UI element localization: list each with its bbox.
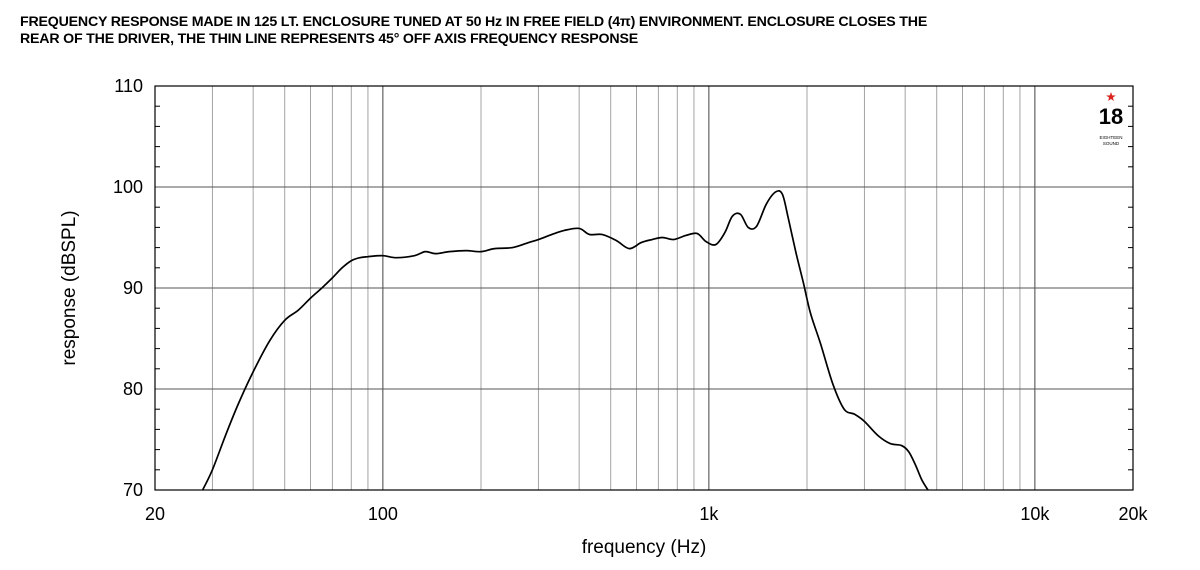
y-tick-label: 100 — [113, 177, 143, 197]
data-point — [252, 371, 254, 373]
data-point — [705, 240, 707, 243]
y-axis-label: response (dBSPL) — [59, 210, 80, 365]
data-point — [269, 339, 271, 342]
data-point — [395, 257, 397, 259]
data-point — [908, 451, 910, 453]
data-point — [747, 226, 749, 228]
x-tick-label: 100 — [368, 504, 398, 524]
data-point — [724, 231, 726, 234]
y-tick-label: 110 — [114, 76, 143, 96]
y-tick-label: 80 — [123, 379, 143, 399]
data-point — [211, 469, 214, 471]
data-point — [615, 239, 617, 242]
data-point — [493, 248, 496, 250]
data-point — [601, 233, 603, 236]
response-curve-1 — [201, 189, 929, 491]
data-point — [640, 241, 642, 244]
data-point — [563, 229, 565, 232]
data-point — [854, 413, 856, 415]
data-point — [889, 442, 891, 445]
data-point — [809, 312, 812, 314]
y-tick-labels: 70 80 90 100 110 — [113, 76, 143, 500]
data-point — [832, 383, 834, 385]
plot-frame — [154, 85, 1134, 491]
data-point — [739, 213, 742, 215]
data-point — [309, 297, 312, 299]
data-point — [731, 215, 733, 217]
data-point — [877, 434, 879, 437]
major-gridlines — [155, 86, 1133, 490]
x-tick-label: 20 — [145, 504, 165, 524]
data-point — [765, 203, 767, 205]
data-point — [350, 260, 352, 262]
data-point — [628, 248, 630, 250]
y-tick-label: 90 — [123, 278, 143, 298]
data-point — [465, 250, 467, 252]
data-point — [202, 489, 204, 491]
data-point — [927, 489, 929, 491]
x-tick-label: 20k — [1118, 504, 1148, 524]
data-point — [802, 282, 805, 284]
data-point — [696, 232, 698, 235]
chart-title-line-1: FREQUENCY RESPONSE MADE IN 125 LT. ENCLO… — [20, 14, 928, 30]
data-point — [284, 319, 286, 321]
logo-text-line-2: SOUND — [1103, 141, 1120, 146]
data-point — [424, 251, 426, 253]
data-point — [448, 251, 451, 253]
data-point — [382, 255, 384, 257]
data-point — [537, 238, 540, 241]
data-point — [921, 479, 923, 481]
data-point — [774, 191, 777, 193]
data-point — [321, 287, 323, 289]
data-point — [434, 253, 437, 255]
y-tick-label: 70 — [123, 480, 143, 500]
data-point — [367, 256, 369, 258]
minor-tick-marks — [155, 105, 1133, 471]
data-point — [715, 243, 717, 246]
eighteen-sound-logo: 18 EIGHTEEN SOUND — [1099, 92, 1123, 146]
data-point — [914, 464, 916, 466]
data-point — [331, 277, 333, 279]
star-icon — [1106, 92, 1116, 102]
data-point — [528, 241, 530, 244]
x-tick-labels: 20 100 1k 10k 20k — [145, 504, 1149, 524]
data-point — [819, 342, 822, 345]
data-point — [578, 227, 580, 230]
data-point — [843, 408, 845, 410]
x-axis-label: frequency (Hz) — [582, 537, 707, 558]
series-layer — [201, 189, 929, 491]
data-point — [685, 234, 687, 237]
data-point — [787, 216, 789, 218]
data-point — [237, 403, 239, 405]
data-point — [225, 433, 227, 436]
logo-text-line-1: EIGHTEEN — [1099, 135, 1122, 140]
data-point — [661, 236, 663, 239]
data-point — [341, 267, 343, 269]
data-point — [755, 225, 758, 227]
data-point — [673, 238, 675, 241]
data-point — [511, 247, 514, 249]
data-point — [781, 193, 783, 195]
chart-title-line-2: REAR OF THE DRIVER, THE THIN LINE REPRES… — [20, 31, 638, 47]
x-tick-label: 10k — [1020, 504, 1050, 524]
data-point — [480, 251, 482, 253]
data-point — [359, 257, 361, 259]
data-point — [900, 444, 903, 447]
data-point — [297, 309, 299, 311]
logo-number: 18 — [1099, 104, 1123, 129]
data-point — [413, 255, 416, 257]
chart-title: FREQUENCY RESPONSE MADE IN 125 LT. ENCLO… — [20, 14, 1180, 48]
data-point — [795, 252, 797, 254]
data-point — [551, 233, 553, 236]
data-point — [651, 238, 653, 241]
x-tick-label: 1k — [699, 504, 719, 524]
data-point — [588, 233, 590, 236]
data-point — [863, 420, 866, 422]
